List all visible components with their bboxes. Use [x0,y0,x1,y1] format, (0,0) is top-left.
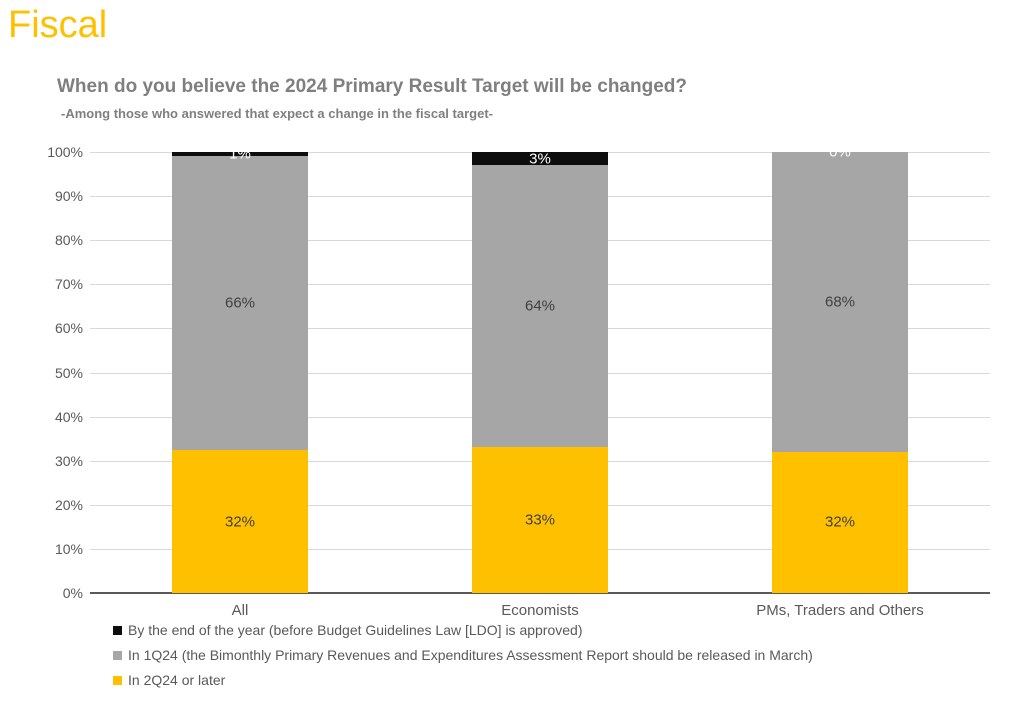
x-axis-line [90,592,990,594]
bar-segment: 32% [172,450,308,593]
legend-marker-icon [113,675,122,685]
legend-label: In 2Q24 or later [128,672,226,688]
plot-area: 32% 66% 1% 33% 64% 3% 32% 68% 0% [90,145,990,594]
bar-segment-label: 68% [824,293,856,311]
bar-segment: 32% [772,451,908,593]
y-tick-label: 70% [54,276,83,293]
bar-segment: 66% [172,156,308,451]
x-tick-label: PMs, Traders and Others [756,602,924,619]
bar-segment: 68% [772,152,908,452]
bar-segment: 33% [472,447,608,593]
y-tick-label: 90% [54,188,83,205]
y-tick-label: 40% [54,408,83,425]
legend-label: In 1Q24 (the Bimonthly Primary Revenues … [128,647,813,663]
legend-marker-icon [113,650,122,660]
chart-subtitle: -Among those who answered that expect a … [61,106,493,121]
y-tick-label: 30% [54,452,83,469]
y-tick-label: 100% [47,144,83,160]
x-tick-label: All [231,602,249,619]
legend-item: In 1Q24 (the Bimonthly Primary Revenues … [113,647,813,663]
bar-segment-label: 66% [224,294,256,312]
y-tick-label: 10% [54,540,83,557]
y-tick-label: 80% [54,232,83,249]
chart-title: When do you believe the 2024 Primary Res… [57,76,687,97]
legend-item: In 2Q24 or later [113,672,225,688]
legend-marker-icon [113,625,122,635]
bar-segment-label: 64% [524,297,556,315]
bar-segment-label: 32% [224,513,256,531]
legend-item: By the end of the year (before Budget Gu… [113,622,583,638]
x-tick-label: Economists [501,602,579,619]
page-title: Fiscal [8,4,108,46]
y-tick-label: 20% [54,496,83,513]
bar-segment-label: 0% [829,143,851,161]
legend-label: By the end of the year (before Budget Gu… [128,622,583,638]
bar-segment: 64% [472,165,608,448]
y-tick-label: 60% [54,320,83,337]
bar-segment-label: 32% [824,513,856,531]
bar-segment: 3% [472,150,608,168]
bar-segment-label: 3% [529,150,551,168]
bar-segment: 1% [172,147,308,162]
y-tick-label: 0% [62,585,83,601]
bar-segment-label: 33% [524,511,556,529]
y-tick-label: 50% [54,364,83,381]
bar-segment-label: 1% [229,145,251,163]
